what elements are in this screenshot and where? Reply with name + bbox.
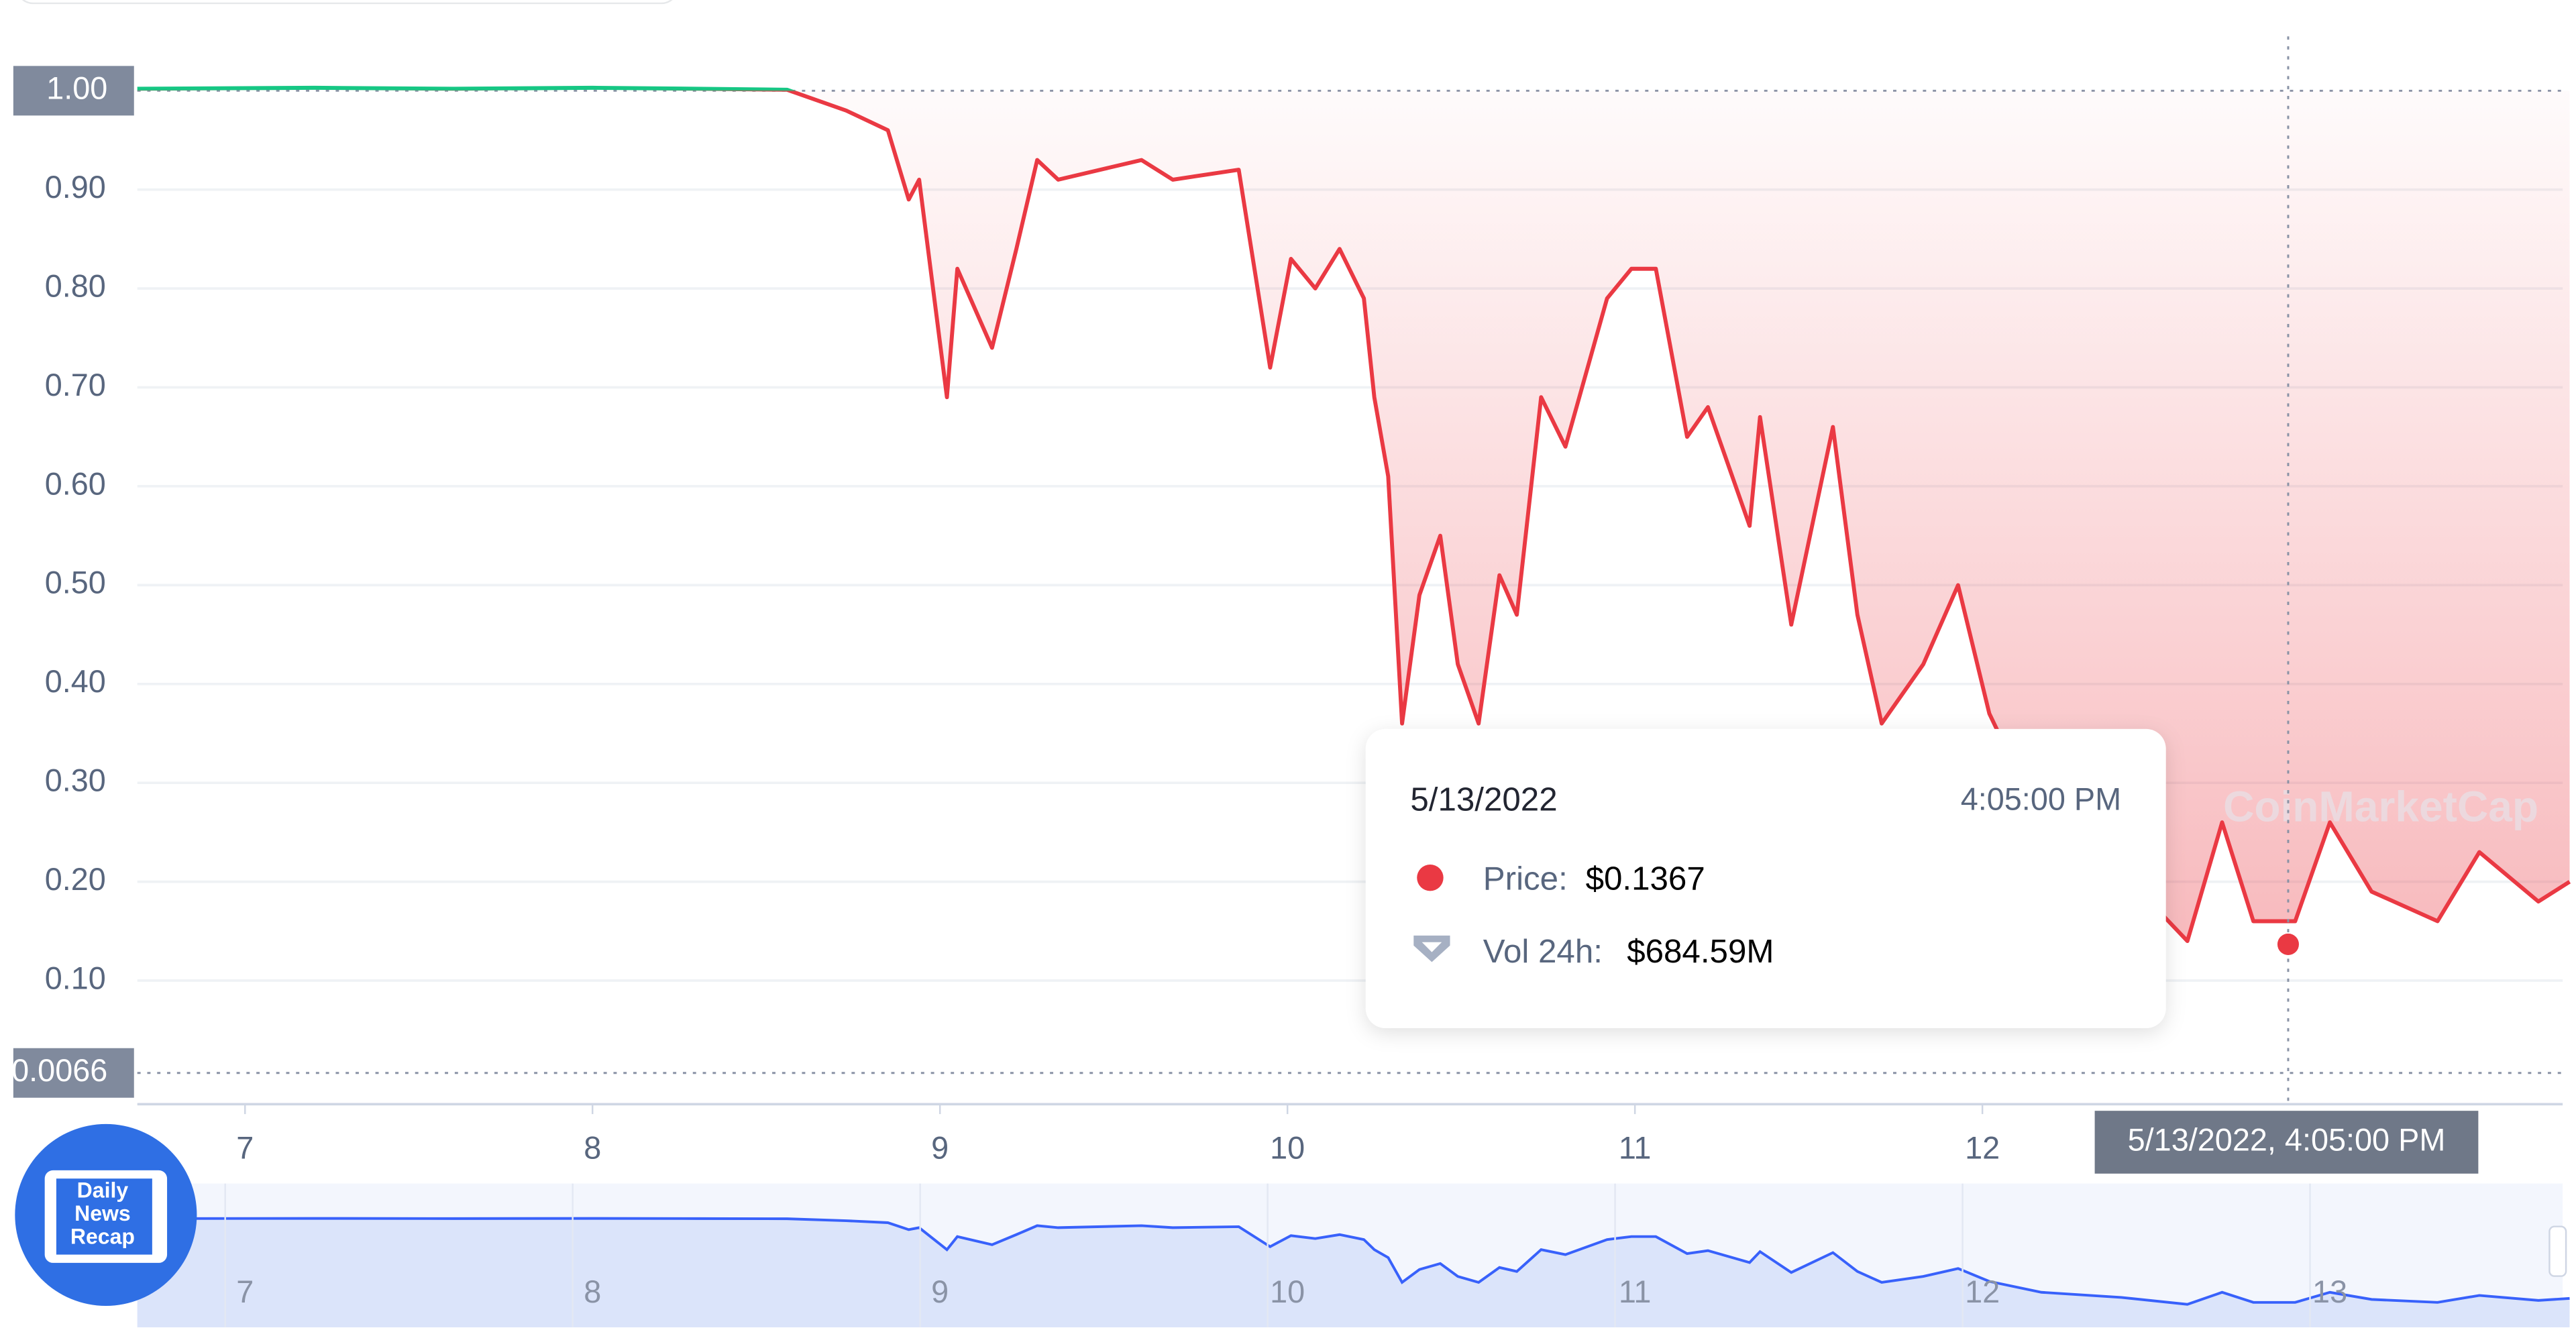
reference-label-box [13, 1048, 134, 1098]
navigator-area [137, 1218, 2570, 1328]
navigator-line [137, 1217, 2570, 1306]
price-value: $0.1367 [1586, 861, 1705, 897]
area [137, 87, 2570, 942]
logo-text: Recap [70, 1224, 135, 1248]
crosshair-point [2277, 933, 2299, 955]
navigator: 7 8 9 10 11 12 13 [137, 1183, 2570, 1328]
navigator-tick-label: 13 [2312, 1274, 2347, 1309]
y-tick-label: 0.30 [45, 763, 106, 798]
navigator-handle[interactable] [2548, 1225, 2567, 1277]
axes: 0.10 0.20 0.30 0.40 0.50 0.60 0.70 0.80 0.90 1.00… [11, 66, 2563, 1174]
reference-label: 0.0066 [11, 1053, 107, 1088]
reference-label-box [13, 66, 134, 116]
volume-value: $684.59M [1627, 933, 1774, 970]
logo: Daily News Recap [15, 1123, 197, 1306]
area-fill [137, 87, 2570, 942]
price-dot-icon [1417, 864, 1444, 891]
top-control [21, 0, 673, 5]
logo-inner [56, 1178, 152, 1255]
tooltip-box [1365, 728, 2166, 1028]
x-tick-label: 9 [931, 1131, 949, 1166]
crosshair-label: 5/13/2022, 4:05:00 PM [2128, 1122, 2446, 1157]
y-tick-label: 0.90 [45, 170, 106, 205]
volume-label: Vol 24h: [1483, 933, 1603, 970]
price-label: Price: [1483, 861, 1568, 897]
reference-label: 1.00 [46, 71, 107, 106]
y-tick-label: 0.80 [45, 269, 106, 304]
volume-icon-inner [1421, 942, 1442, 952]
y-tick-label: 0.60 [45, 466, 106, 501]
x-tick-label: 12 [1965, 1131, 2000, 1166]
navigator-tick-label: 7 [236, 1274, 254, 1309]
x-tick-label: 10 [1270, 1131, 1305, 1166]
navigator-tick-label: 12 [1965, 1274, 2000, 1309]
x-tick-label: 7 [236, 1131, 254, 1166]
y-tick-label: 0.50 [45, 565, 106, 600]
navigator-tick-label: 9 [931, 1274, 949, 1309]
watermark: CoinMarketCap [2223, 783, 2538, 831]
logo-text: News [74, 1201, 131, 1225]
tooltip-time: 4:05:00 PM [1961, 782, 2121, 817]
tooltip: 5/13/2022 4:05:00 PM Price: $0.1367 Vol … [1365, 728, 2166, 1028]
logo-text: Daily [77, 1178, 129, 1202]
tooltip-date: 5/13/2022 [1410, 781, 1557, 818]
navigator-tick-label: 11 [1619, 1274, 1652, 1309]
navigator-tick-label: 8 [584, 1274, 601, 1309]
navigator-tick-label: 10 [1270, 1274, 1305, 1309]
x-tick-label: 11 [1619, 1131, 1652, 1166]
crosshair-label-box [2094, 1111, 2479, 1174]
y-tick-label: 0.40 [45, 664, 106, 699]
y-tick-label: 0.20 [45, 862, 106, 897]
y-tick-label: 0.10 [45, 960, 106, 995]
y-tick-label: 0.70 [45, 368, 106, 402]
x-tick-label: 8 [584, 1131, 601, 1166]
